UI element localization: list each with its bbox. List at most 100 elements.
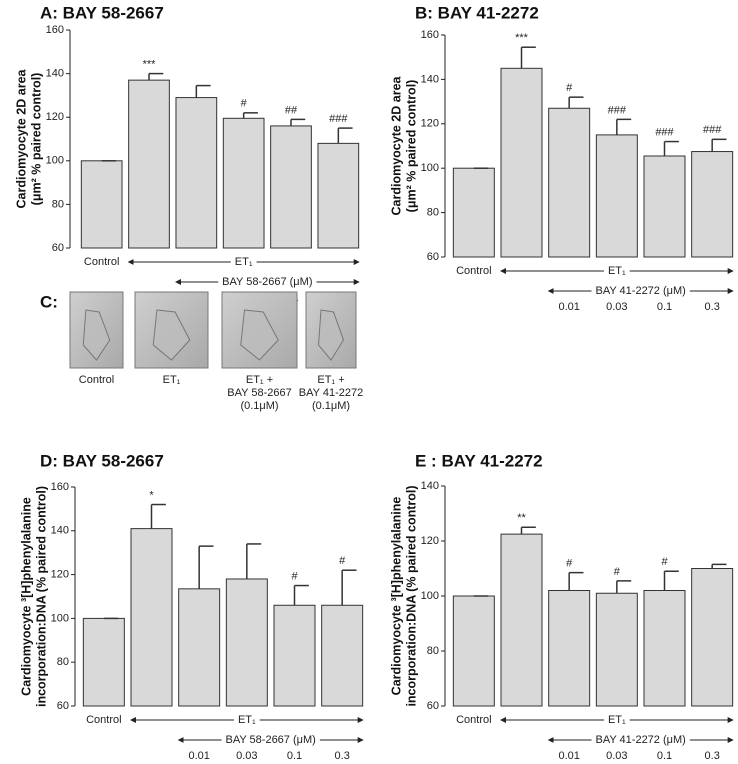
label-background: [603, 713, 630, 727]
bar: [691, 151, 734, 258]
image-caption: ET₁ +: [317, 374, 344, 386]
y-tick-label: 160: [51, 481, 69, 493]
significance-label: **: [517, 512, 526, 524]
y-tick-label: 140: [421, 73, 439, 85]
significance-label: #: [291, 570, 298, 582]
significance-label: #: [339, 555, 346, 567]
y-tick-label: 120: [421, 535, 439, 547]
bar: [273, 604, 316, 707]
image-caption: Control: [79, 374, 114, 386]
y-tick-label: 140: [421, 480, 439, 492]
bar: [500, 533, 543, 707]
y-tick-label: 60: [52, 242, 64, 254]
significance-label: #: [661, 556, 668, 568]
group-label: BAY 41-2272 (μM): [596, 734, 686, 746]
bar: [317, 142, 360, 249]
bar: [128, 79, 170, 249]
x-tick-label: Control: [84, 256, 119, 268]
bar: [452, 595, 495, 707]
significance-label: #: [241, 98, 248, 110]
y-axis-label: Cardiomyocyte 2D area: [14, 68, 28, 208]
x-tick-label: Control: [456, 265, 491, 277]
y-axis-label: incorporation:DNA (% paired control): [34, 486, 48, 707]
y-tick-label: 120: [46, 111, 64, 123]
group-label: BAY 41-2272 (μM): [596, 285, 686, 297]
label-background: [221, 733, 320, 747]
label-background: [591, 733, 690, 747]
y-tick-label: 120: [51, 569, 69, 581]
y-tick-label: 80: [52, 198, 64, 210]
x-tick-label: 0.1: [287, 750, 302, 762]
bar: [178, 588, 221, 707]
panel-label: C:: [40, 292, 58, 311]
y-axis-label: incorporation:DNA (% paired control): [404, 485, 418, 706]
bar: [548, 107, 591, 258]
label-background: [591, 284, 690, 298]
x-tick-label: 0.01: [558, 750, 579, 762]
y-tick-label: 140: [51, 525, 69, 537]
significance-label: ###: [703, 124, 722, 136]
y-tick-label: 80: [427, 645, 439, 657]
y-tick-label: 80: [57, 656, 69, 668]
x-tick-label: 0.01: [558, 301, 579, 313]
x-tick-label: 0.1: [657, 301, 672, 313]
group-label: BAY 58-2667 (μM): [222, 276, 312, 288]
y-axis-label: Cardiomyocyte 2D area: [389, 75, 403, 215]
significance-label: ***: [143, 59, 157, 71]
bar: [270, 125, 312, 249]
group-label: ET₁: [238, 714, 256, 726]
x-tick-label: 0.3: [705, 301, 720, 313]
significance-label: ##: [285, 104, 298, 116]
y-tick-label: 120: [421, 118, 439, 130]
image-caption: ET₁ +: [246, 374, 273, 386]
x-tick-label: 0.03: [236, 750, 257, 762]
label-background: [230, 255, 257, 269]
bar: [452, 167, 495, 258]
image-caption: (0.1μM): [240, 400, 278, 412]
significance-label: *: [149, 489, 154, 501]
y-tick-label: 80: [427, 207, 439, 219]
x-tick-label: 0.03: [606, 301, 627, 313]
y-tick-label: 160: [421, 29, 439, 41]
bar: [691, 568, 734, 707]
y-tick-label: 160: [46, 24, 64, 36]
significance-label: ###: [329, 113, 348, 125]
bar: [222, 117, 265, 249]
significance-label: #: [566, 82, 573, 94]
bar: [321, 604, 364, 707]
y-tick-label: 60: [427, 251, 439, 263]
y-tick-label: 100: [51, 612, 69, 624]
image-caption: BAY 58-2667: [227, 387, 291, 399]
bar: [643, 155, 686, 258]
bar: [130, 528, 173, 707]
bar: [500, 67, 543, 258]
y-tick-label: 100: [421, 162, 439, 174]
bar: [175, 97, 218, 249]
y-axis-label: Cardiomyocyte ³[H]phenylalanine: [19, 497, 33, 696]
cell-shape: [317, 309, 345, 361]
significance-label: ###: [655, 126, 674, 138]
label-background: [233, 713, 260, 727]
image-caption: BAY 41-2272: [299, 387, 363, 399]
group-label: ET₁: [608, 714, 626, 726]
cell-shape: [82, 309, 111, 361]
x-tick-label: Control: [456, 714, 491, 726]
y-tick-label: 60: [427, 700, 439, 712]
y-axis-label: (μm² % paired control): [404, 80, 418, 213]
bar: [643, 590, 686, 707]
chart-title: E : BAY 41-2272: [415, 451, 543, 470]
x-tick-label: 0.3: [335, 750, 350, 762]
y-tick-label: 140: [46, 68, 64, 80]
chart-title: A: BAY 58-2667: [40, 3, 164, 22]
bar: [80, 160, 123, 249]
cell-shape: [152, 309, 191, 361]
group-label: ET₁: [235, 256, 253, 268]
y-axis-label: (μm² % paired control): [29, 73, 43, 206]
x-tick-label: 0.1: [657, 750, 672, 762]
image-caption: (0.1μM): [312, 400, 350, 412]
significance-label: #: [614, 566, 621, 578]
cell-shape: [240, 309, 279, 361]
significance-label: ***: [515, 32, 529, 44]
group-label: BAY 58-2667 (μM): [226, 734, 316, 746]
y-tick-label: 100: [421, 590, 439, 602]
